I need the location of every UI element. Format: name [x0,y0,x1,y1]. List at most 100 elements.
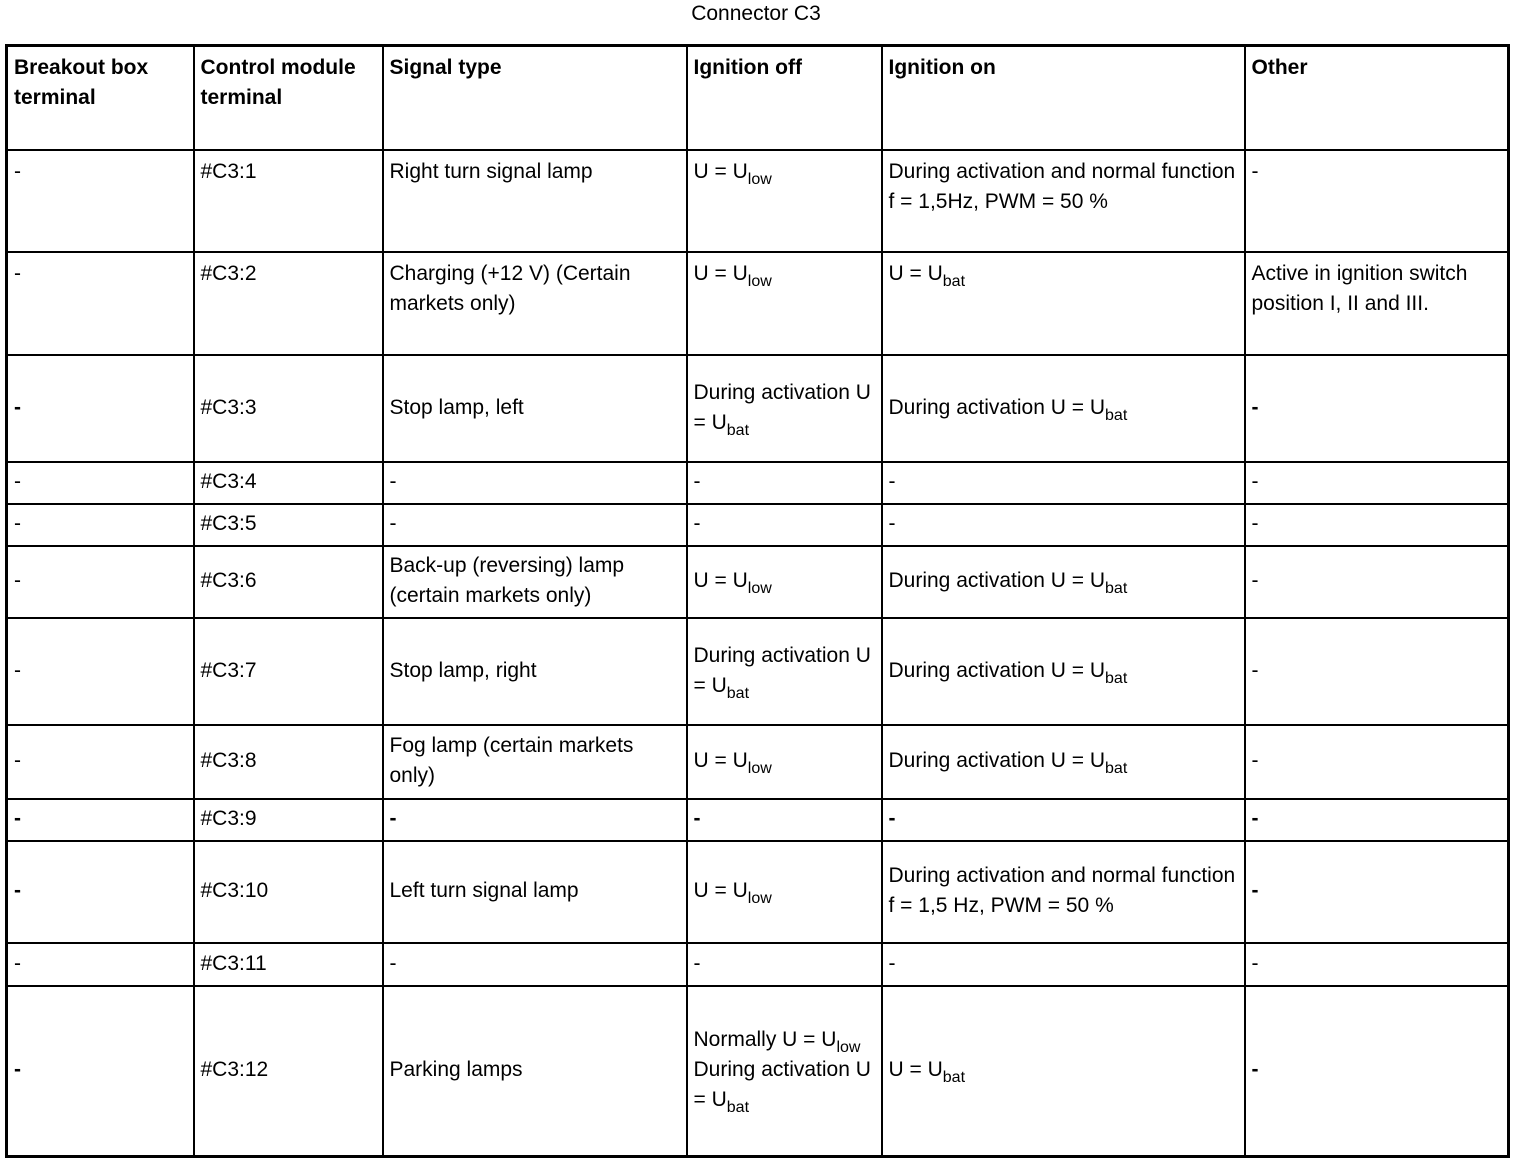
cell-text: During activation and normal function f … [888,864,1236,917]
cell-ignition-off: U = Ulow [685,545,883,619]
header-ignition-on: Ignition on [880,44,1246,151]
cell-control-module-terminal: #C3:3 [192,354,384,463]
subscript: bat [1105,406,1128,424]
cell-ignition-off: - [685,798,883,842]
cell-signal-type: - [381,798,688,842]
cell-breakout-box-terminal: - [5,942,195,987]
cell-text: - [14,1057,21,1081]
table-row: - #C3:2 Charging (+12 V) (Certain markets … [5,251,1510,356]
cell-text: U = U [693,569,748,592]
cell-text: - [1251,658,1259,682]
cell-text: - [14,807,21,830]
cell-ignition-on: During activation U = Ubat [880,545,1246,619]
cell-text: #C3:4 [200,470,257,493]
cell-text: Normally U = U [693,1027,837,1051]
cell-text: - [1251,951,1259,975]
cell-text: U = U [888,1057,943,1081]
cell-other: - [1243,942,1510,987]
subscript: low [747,580,772,597]
cell-ignition-off: During activation U = Ubat [685,617,883,726]
cell-text: - [888,807,896,830]
cell-ignition-off: - [685,503,883,547]
cell-control-module-terminal: #C3:5 [192,503,384,547]
cell-text: Right turn signal lamp [389,160,593,183]
cell-text: - [693,807,701,830]
cell-text: U = U [693,262,748,285]
cell-text: - [389,512,397,535]
cell-text: #C3:7 [200,658,257,682]
cell-text: Left turn signal lamp [389,879,579,902]
cell-breakout-box-terminal: - [5,798,195,842]
cell-ignition-off: During activation U = Ubat [685,354,883,463]
cell-ignition-off: - [685,942,883,987]
cell-text: Fog lamp (certain markets only) [389,734,634,787]
cell-signal-type: Right turn signal lamp [381,149,688,253]
cell-text: During activation U = U [693,643,871,697]
cell-other: - [1243,840,1510,944]
cell-ignition-on: - [880,942,1246,987]
cell-other: - [1243,503,1510,547]
cell-text: Parking lamps [389,1057,523,1081]
subscript: bat [942,1068,966,1086]
cell-other: - [1243,461,1510,505]
cell-control-module-terminal: #C3:10 [192,840,384,944]
cell-text: - [389,807,397,830]
header-breakout-box-terminal: Breakout box terminal [5,44,195,151]
table-row: - #C3:10 Left turn signal lamp U = Ulow Duri… [5,840,1510,944]
header-control-module-terminal: Control module terminal [192,44,384,151]
cell-other: - [1243,545,1510,619]
cell-other: - [1243,724,1510,800]
cell-ignition-on: During activation U = Ubat [880,617,1246,726]
cell-text: - [14,262,21,285]
cell-breakout-box-terminal: - [5,985,195,1157]
cell-text: - [888,951,896,975]
cell-control-module-terminal: #C3:1 [192,149,384,253]
subscript: bat [726,684,750,702]
subscript: bat [1105,669,1128,687]
subscript: bat [1105,760,1128,777]
cell-breakout-box-terminal: - [5,149,195,253]
cell-text: During activation U = U [888,395,1106,419]
cell-text: - [1251,395,1259,419]
cell-ignition-on: U = Ubat [880,251,1246,356]
cell-text: - [14,470,21,493]
subscript: bat [726,1098,750,1116]
cell-text: - [14,879,21,902]
cell-text: - [389,951,397,975]
cell-text: - [1251,807,1259,830]
table-row: - #C3:11 - - - - [5,942,1510,987]
cell-ignition-off: U = Ulow [685,251,883,356]
cell-text: - [1251,470,1259,493]
cell-text: #C3:10 [200,879,269,902]
cell-control-module-terminal: #C3:7 [192,617,384,726]
cell-text: During activation U = U [888,569,1106,592]
subscript: bat [942,273,966,290]
cell-text: - [14,658,21,682]
cell-text: - [1251,160,1259,183]
cell-text: - [14,512,21,535]
cell-signal-type: - [381,461,688,505]
cell-text: Active in ignition switch position I, II… [1251,262,1468,315]
cell-text: - [389,470,397,493]
cell-ignition-off: U = Ulow [685,724,883,800]
subscript: low [747,890,772,907]
cell-text: Stop lamp, right [389,658,537,682]
cell-text: U = U [693,160,748,183]
cell-text: - [1251,879,1259,902]
document-title: Connector C3 [691,2,821,25]
cell-signal-type: Parking lamps [381,985,688,1157]
cell-signal-type: Stop lamp, right [381,617,688,726]
cell-text: - [1251,749,1259,772]
cell-text: #C3:1 [200,160,257,183]
cell-text: #C3:9 [200,807,257,830]
cell-ignition-off: - [685,461,883,505]
cell-text: #C3:12 [200,1057,269,1081]
cell-text: - [693,512,701,535]
cell-signal-type: Stop lamp, left [381,354,688,463]
table-row: - #C3:4 - - - - [5,461,1510,505]
subscript: bat [1105,580,1128,597]
subscript: low [836,1038,861,1056]
cell-text: #C3:5 [200,512,257,535]
cell-text: - [14,951,21,975]
cell-other: - [1243,798,1510,842]
